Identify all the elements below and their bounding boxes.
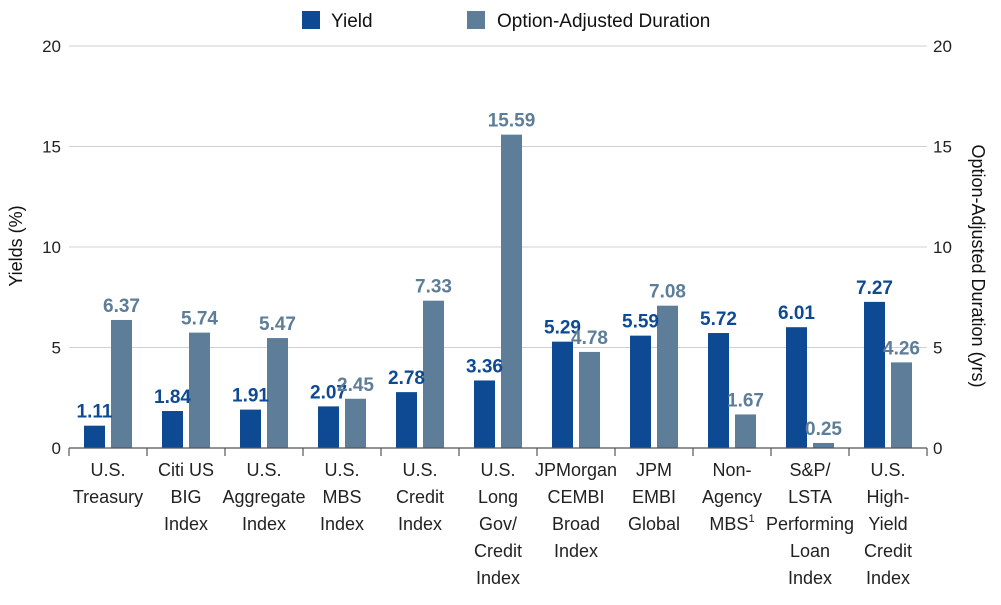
y-tick-label-left: 5 — [52, 339, 61, 358]
bars — [84, 134, 912, 449]
y-tick-label-right: 0 — [933, 439, 942, 458]
data-label-yield: 5.29 — [544, 318, 581, 339]
y-tick-label-left: 0 — [52, 439, 61, 458]
data-label-duration: 7.08 — [649, 282, 686, 303]
data-label-yield: 7.27 — [856, 278, 893, 299]
x-category-label: S&P/LSTA Performing Loan Index — [766, 460, 854, 588]
bar-duration — [813, 442, 834, 448]
data-labels: 1.11 6.37 1.84 5.74 1.91 5.47 2.072.45 2.78 7.33… — [77, 111, 920, 440]
legend-swatch-duration — [467, 11, 485, 29]
data-label-yield: 2.07 — [310, 382, 347, 403]
bar-yield — [318, 406, 339, 448]
x-category-label: U.S. Credit Index — [396, 460, 444, 534]
x-category-label: U.S. Long Gov/Credit Index — [474, 460, 522, 588]
data-label-duration: 6.37 — [103, 296, 140, 317]
data-label-duration: 0.25 — [805, 419, 842, 440]
y-tick-label-right: 10 — [933, 238, 952, 257]
x-category-label: U.S. MBS Index — [320, 460, 364, 534]
data-label-yield: 1.91 — [232, 386, 269, 407]
x-category-label: JPMorgan CEMBI Broad Index — [535, 460, 617, 561]
data-label-yield: 5.72 — [700, 309, 737, 330]
data-label-yield: 1.11 — [77, 402, 113, 423]
y-tick-label-right: 15 — [933, 138, 952, 157]
bar-yield — [786, 327, 807, 448]
data-label-yield: 1.84 — [154, 387, 191, 408]
data-label-duration: 5.74 — [181, 309, 218, 330]
data-label-duration: 5.47 — [259, 314, 296, 335]
bar-duration — [111, 319, 132, 448]
data-label-yield: 3.36 — [466, 356, 503, 377]
bar-yield — [84, 425, 105, 448]
bar-duration — [657, 305, 678, 448]
y-axis-right: 0 5 10 15 20 — [933, 37, 952, 458]
x-category-label: U.S. High-Yield Credit Index — [864, 460, 912, 588]
data-label-yield: 6.01 — [778, 303, 815, 324]
bar-yield — [864, 301, 885, 448]
x-category-label: JPM EMBI Global — [628, 460, 680, 534]
y-tick-label-right: 5 — [933, 339, 942, 358]
data-label-duration: 1.67 — [727, 390, 764, 411]
y-tick-label-left: 15 — [42, 138, 61, 157]
bar-duration — [501, 134, 522, 449]
y-tick-label-right: 20 — [933, 37, 952, 56]
legend-swatch-yield — [302, 11, 320, 29]
bar-yield — [708, 333, 729, 448]
bar-duration — [423, 300, 444, 448]
y-tick-label-left: 10 — [42, 238, 61, 257]
data-label-duration: 4.78 — [571, 328, 608, 349]
x-category-label: Non-Agency MBS1 — [702, 460, 762, 534]
data-label-duration: 15.59 — [488, 111, 536, 132]
bar-duration — [579, 351, 600, 448]
bar-yield — [396, 392, 417, 448]
bar-duration — [735, 414, 756, 448]
legend: Yield Option-Adjusted Duration — [302, 11, 710, 32]
y-axis-left: 0 5 10 15 20 — [42, 37, 61, 458]
bar-yield — [552, 341, 573, 448]
gridlines — [69, 45, 927, 348]
bar-yield — [162, 411, 183, 448]
legend-label-yield: Yield — [331, 11, 373, 32]
y-axis-title-left: Yields (%) — [6, 205, 26, 286]
data-label-duration: 2.45 — [337, 375, 374, 396]
y-tick-label-left: 20 — [42, 37, 61, 56]
bar-duration — [267, 338, 288, 448]
legend-label-duration: Option-Adjusted Duration — [497, 11, 710, 32]
bar-duration — [189, 332, 210, 448]
bar-duration — [345, 398, 366, 448]
bar-yield — [630, 335, 651, 448]
x-category-label: U.S. Treasury — [73, 460, 143, 507]
data-label-duration: 4.26 — [883, 338, 920, 359]
y-axis-title-right: Option-Adjusted Duration (yrs) — [968, 144, 988, 387]
bar-yield — [240, 409, 261, 448]
data-label-yield: 2.78 — [388, 368, 425, 389]
data-label-duration: 7.33 — [415, 277, 452, 298]
data-label-yield: 5.59 — [622, 312, 659, 333]
bar-yield — [474, 380, 495, 448]
bar-duration — [891, 362, 912, 448]
x-category-label: Citi US BIG Index — [158, 460, 214, 534]
x-category-label: U.S. Aggregate Index — [222, 460, 305, 534]
